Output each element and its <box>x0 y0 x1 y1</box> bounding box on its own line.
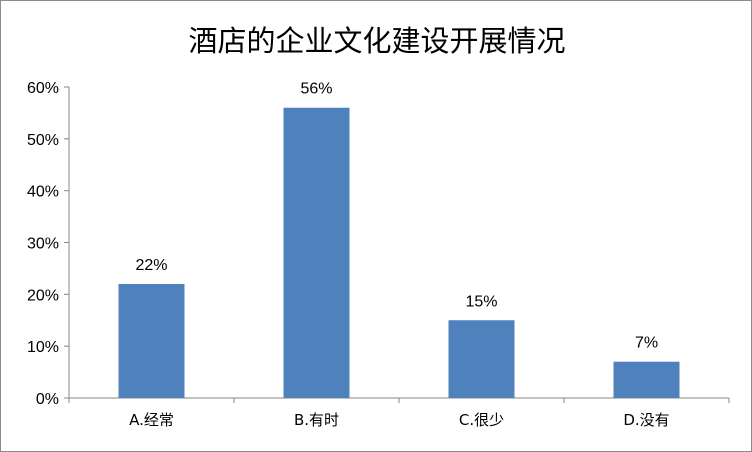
data-label: 56% <box>300 81 332 98</box>
bar <box>118 283 185 398</box>
x-category-label: D.没有 <box>623 411 669 429</box>
y-tick-label: 10% <box>27 339 59 356</box>
y-tick-label: 0% <box>36 391 59 408</box>
bar <box>283 107 350 398</box>
axes: 0% 10% 20% 30% 40% 50% 60% A.经常 B.有时 C.很少 D.没有 <box>27 80 730 429</box>
data-label: 15% <box>465 293 497 310</box>
data-label: 22% <box>135 257 167 274</box>
bar <box>613 361 680 398</box>
y-tick-label: 20% <box>27 287 59 304</box>
x-category-label: C.很少 <box>459 411 504 429</box>
data-labels: 22% 56% 15% 7% <box>135 81 658 352</box>
y-tick-label: 40% <box>27 184 59 201</box>
y-tick-label: 50% <box>27 132 59 149</box>
x-category-label: A.经常 <box>129 411 174 429</box>
y-tick-label: 60% <box>27 80 59 97</box>
chart-title: 酒店的企业文化建设开展情况 <box>188 24 565 58</box>
y-tick-label: 30% <box>27 236 59 253</box>
bar <box>448 320 515 398</box>
x-category-label: B.有时 <box>294 411 339 429</box>
data-label: 7% <box>635 335 658 352</box>
bars <box>118 107 680 398</box>
